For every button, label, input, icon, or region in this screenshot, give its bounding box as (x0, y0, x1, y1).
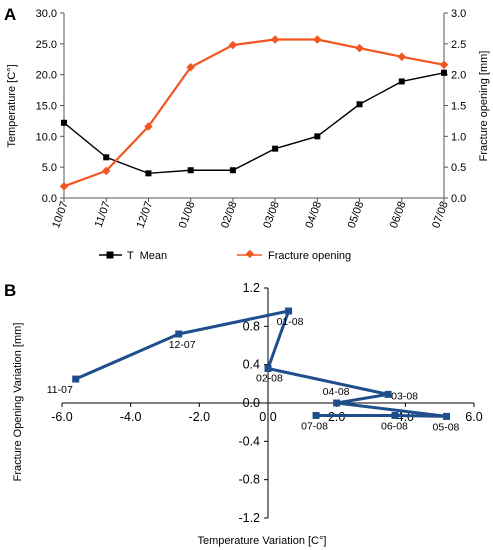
b-y-tick-label: -0.4 (238, 434, 260, 448)
data-point (285, 307, 293, 315)
data-point-t-mean (441, 69, 447, 76)
legend-marker-t-mean (106, 251, 114, 259)
b-y-tick-label: -1.2 (238, 511, 260, 525)
a-left-tick-label: 0.0 (42, 193, 57, 205)
b-y-tick-label: -0.8 (238, 473, 260, 487)
data-point-t-mean (103, 154, 110, 161)
a-right-axis-title: Fracture opening [mm] (478, 51, 490, 162)
data-point (443, 412, 451, 420)
data-point-t-mean (398, 78, 405, 85)
data-label: 05-08 (433, 421, 460, 433)
data-point-fracture-opening (144, 122, 153, 131)
b-x-tick-label: 6.0 (465, 410, 482, 424)
a-left-tick-label: 5.0 (42, 162, 57, 174)
chart-a: A 0.0 5.0 10.0 15.0 20.0 25.0 30.0 0.0 0.5 1.0 1.5… (4, 5, 490, 262)
b-y-tick-label: 0.4 (243, 358, 260, 372)
data-point (72, 375, 80, 383)
a-right-tick-label: 2.5 (451, 39, 466, 51)
a-left-tick-label: 20.0 (36, 70, 57, 82)
series-line-fracture-opening (63, 38, 445, 188)
data-label: 01-08 (277, 316, 304, 328)
panel-label-a: A (4, 5, 16, 24)
a-left-tick-label: 10.0 (36, 131, 57, 143)
data-point (333, 399, 341, 407)
data-point (264, 365, 272, 372)
data-point-t-mean (229, 167, 236, 174)
data-label: 07-08 (301, 420, 328, 432)
legend-marker-fracture-opening (245, 249, 255, 259)
a-left-axis-title: Temperature [C°] (6, 64, 18, 147)
a-right-tick-label: 2.0 (451, 70, 466, 82)
a-legend: T Mean Fracture opening (99, 249, 351, 262)
data-label: 12-07 (169, 339, 196, 351)
a-right-tick-label: 0.0 (451, 193, 466, 205)
data-point-fracture-opening (101, 166, 111, 176)
b-x-tick-label: -6.0 (51, 410, 73, 424)
a-right-tick-label: 1.5 (451, 101, 466, 113)
legend-label-t-mean: T Mean (127, 250, 167, 262)
a-left-tick-label: 25.0 (36, 39, 57, 51)
data-point-t-mean (61, 119, 67, 126)
b-x-tick-label: 2.0 (328, 410, 345, 424)
a-left-tick-label: 30.0 (36, 8, 57, 20)
data-point-fracture-opening (59, 182, 69, 191)
b-y-tick-label: 0.8 (243, 319, 260, 333)
a-right-tick-label: 1.0 (451, 131, 466, 143)
data-point-t-mean (356, 101, 363, 108)
b-x-tick-label: 0.0 (259, 410, 276, 424)
b-y-tick-label: 0.0 (243, 396, 260, 410)
panel-label-b: B (4, 281, 16, 300)
data-label: 04-08 (323, 386, 350, 398)
data-point-t-mean (272, 145, 279, 152)
data-point-t-mean (314, 133, 321, 140)
data-point-fracture-opening (270, 35, 280, 44)
a-right-tick-label: 0.5 (451, 162, 466, 174)
a-left-tick-label: 15.0 (36, 101, 57, 113)
data-label: 06-08 (381, 420, 408, 432)
data-point-t-mean (145, 170, 152, 177)
series-line-t-mean (63, 72, 445, 175)
data-point (391, 411, 399, 419)
data-point (175, 330, 183, 338)
data-point-fracture-opening (313, 35, 322, 44)
b-x-tick-label: -4.0 (120, 410, 142, 424)
a-right-tick-label: 3.0 (451, 8, 466, 20)
data-point (384, 390, 392, 398)
b-x-tick-label: -2.0 (189, 410, 211, 424)
b-y-tick-label: 1.2 (243, 281, 260, 295)
b-y-axis-title: Fracture Opening Variation [mm] (12, 323, 24, 482)
data-label: 03-08 (391, 390, 418, 402)
data-label: 02-08 (256, 373, 283, 385)
data-label: 11-07 (47, 384, 73, 396)
data-point-fracture-opening (355, 43, 364, 53)
b-x-axis-title: Temperature Variation [C°] (198, 535, 327, 547)
data-point-t-mean (187, 167, 194, 174)
data-point-fracture-opening (397, 52, 407, 62)
legend-label-fracture-opening: Fracture opening (268, 250, 351, 262)
data-point (312, 411, 320, 419)
data-point-fracture-opening (186, 63, 195, 72)
data-point-fracture-opening (228, 40, 238, 50)
